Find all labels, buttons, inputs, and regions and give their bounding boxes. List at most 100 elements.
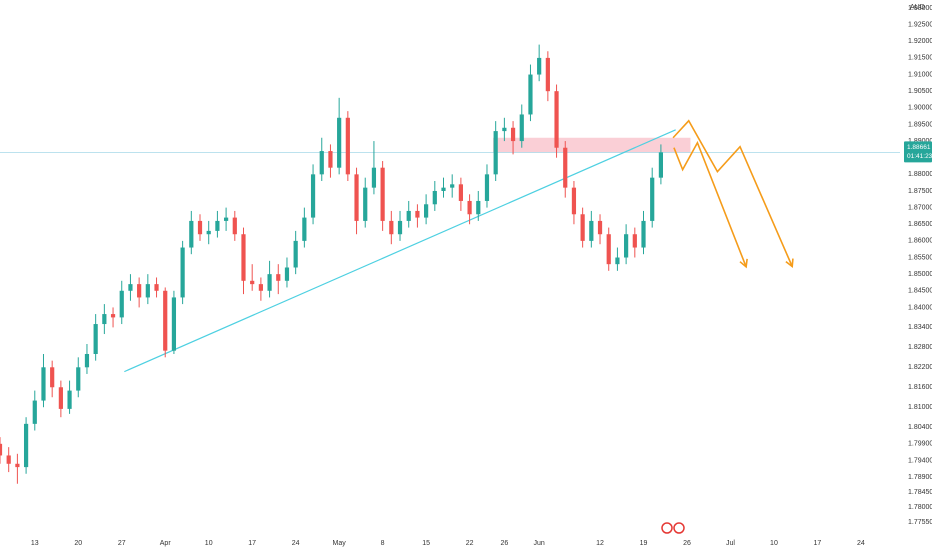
candle-body (197, 220, 203, 235)
candle-body (545, 57, 550, 92)
candle-body (510, 127, 516, 142)
y-tick-label: 1.78450 (908, 489, 932, 496)
y-tick-label: 1.82800 (908, 344, 932, 351)
candle-body (145, 284, 150, 298)
y-tick-label: 1.81000 (908, 404, 932, 411)
y-tick-label: 1.84000 (908, 304, 932, 311)
candle-body (258, 284, 263, 291)
y-tick-label: 1.81600 (908, 384, 932, 391)
candle-body (67, 390, 72, 409)
event-icon (661, 522, 673, 534)
y-tick-label: 1.89500 (908, 121, 932, 128)
candle-body (493, 131, 498, 175)
candle-body (241, 234, 246, 281)
projection-path (673, 140, 747, 268)
y-tick-label: 1.90500 (908, 88, 932, 95)
x-tick-label: 17 (248, 540, 256, 547)
price-tag-label: 1.88661 (907, 144, 931, 151)
candle-body (467, 200, 472, 215)
candle-body (328, 151, 333, 168)
resistance-zone (493, 137, 691, 153)
candle-body (154, 284, 159, 291)
candle-body (119, 290, 124, 318)
candle-body (632, 234, 637, 248)
y-tick-label: 1.92500 (908, 21, 932, 28)
y-tick-label: 1.83400 (908, 324, 932, 331)
candle-body (389, 220, 394, 235)
x-tick-label: 26 (500, 540, 508, 547)
price-tag (904, 141, 932, 163)
price-axis (900, 0, 932, 550)
candle-body (267, 274, 272, 291)
candle-body (171, 297, 177, 351)
projection-arrowhead (785, 258, 794, 269)
y-tick-label: 1.78900 (908, 474, 932, 481)
candle-body (284, 267, 290, 281)
x-tick-label: 8 (381, 540, 385, 547)
y-tick-label: 1.86000 (908, 238, 932, 245)
candle-body (380, 167, 385, 221)
candle-body (363, 187, 368, 221)
candle-body (180, 247, 185, 298)
candle-body (450, 184, 455, 188)
candle-body (293, 240, 298, 268)
candle-body (50, 367, 55, 388)
x-tick-label: 10 (205, 540, 213, 547)
candle-body (41, 367, 46, 401)
y-tick-label: 1.79400 (908, 457, 932, 464)
candle-body (223, 217, 229, 221)
x-tick-label: May (333, 540, 347, 547)
candle-body (371, 167, 377, 188)
candle-body (476, 200, 481, 215)
candle-body (554, 91, 559, 148)
candle-body (76, 367, 81, 391)
candle-body (441, 187, 446, 191)
candle-body (606, 234, 611, 265)
candle-body (310, 174, 316, 218)
x-tick-label: Apr (160, 540, 172, 547)
candle-body (189, 220, 194, 248)
y-tick-label: 1.79900 (908, 441, 932, 448)
candle-body (658, 152, 664, 178)
candle-body (571, 187, 577, 215)
event-icons (661, 522, 685, 534)
x-tick-label: Jun (534, 540, 545, 547)
event-icon (673, 522, 685, 534)
candle-body (93, 324, 98, 354)
x-tick-label: 17 (814, 540, 822, 547)
candle-body (615, 257, 620, 265)
x-tick-label: 24 (857, 540, 865, 547)
candle-body (528, 74, 533, 115)
x-tick-label: 15 (422, 540, 430, 547)
candle-body (23, 423, 29, 468)
y-tick-label: 1.93000 (908, 5, 932, 12)
y-tick-label: 1.91500 (908, 55, 932, 62)
candle-body (215, 220, 220, 231)
candle-body (319, 151, 324, 175)
candle-body (32, 400, 37, 424)
candle-body (580, 214, 585, 241)
x-tick-label: 19 (640, 540, 648, 547)
y-tick-label: 1.82200 (908, 364, 932, 371)
candle-body (84, 353, 90, 368)
candle-body (589, 220, 594, 241)
y-tick-label: 1.85500 (908, 254, 932, 261)
y-tick-label: 1.91000 (908, 71, 932, 78)
y-tick-label: 1.87000 (908, 204, 932, 211)
candle-body (206, 230, 211, 235)
candle-body (432, 190, 437, 205)
candle-body (345, 117, 350, 175)
candle-body (102, 314, 107, 325)
candle-body (276, 274, 281, 281)
candle-body (624, 234, 629, 258)
candle-body (15, 463, 20, 468)
x-tick-label: 22 (466, 540, 474, 547)
candle-body (232, 217, 237, 235)
x-tick-label: 12 (596, 540, 604, 547)
x-tick-label: 24 (292, 540, 300, 547)
y-tick-label: 1.77550 (908, 519, 932, 526)
projection-path (672, 119, 793, 267)
candle-body (406, 210, 411, 221)
candle-body (641, 220, 646, 248)
